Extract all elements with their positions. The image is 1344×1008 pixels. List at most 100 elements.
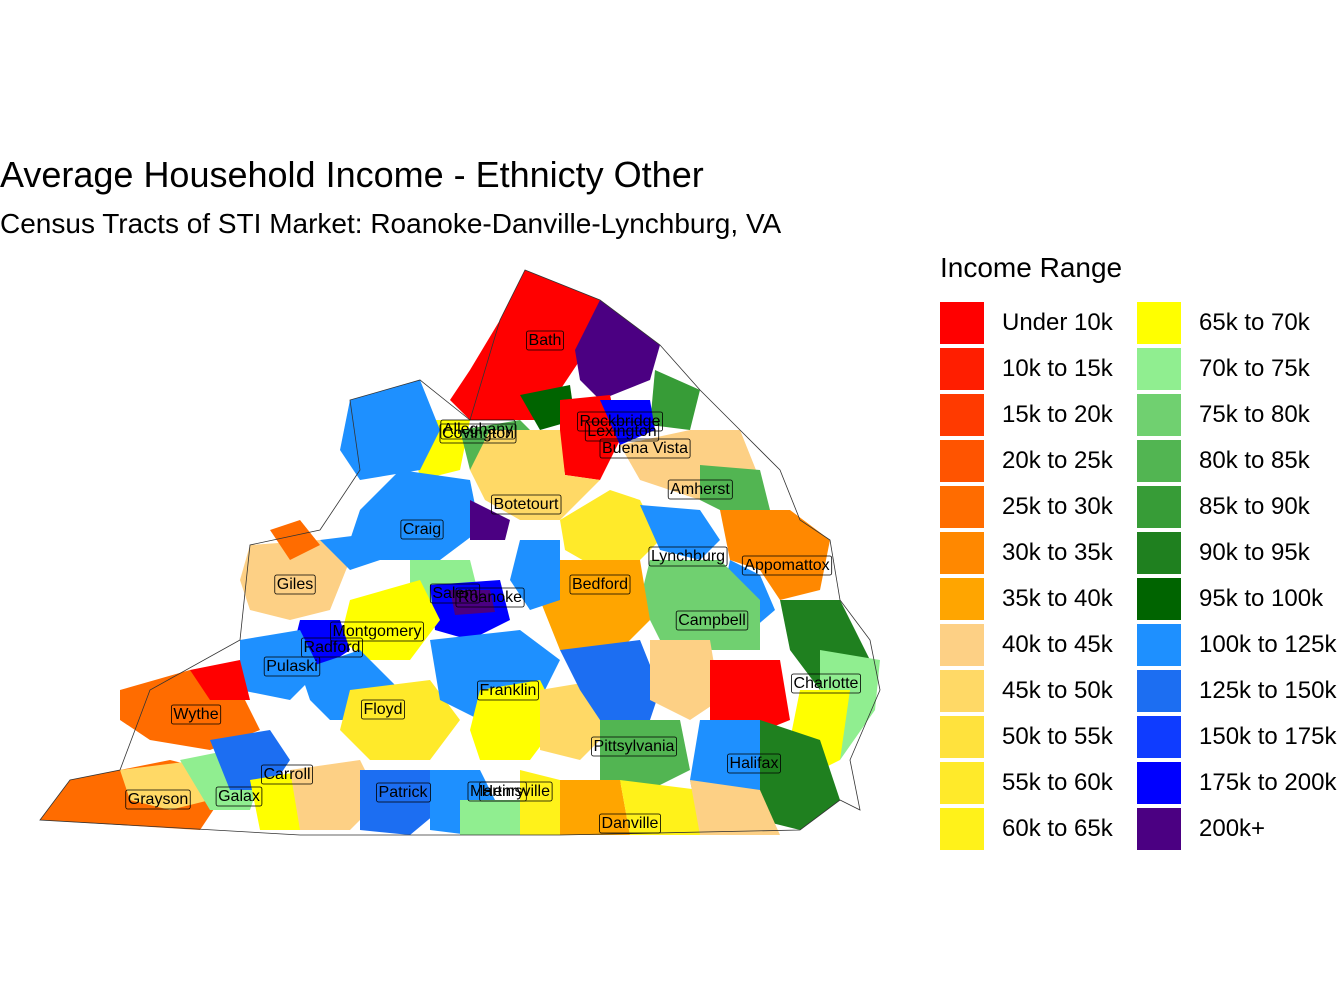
legend-label: 175k to 200k [1199, 769, 1337, 796]
county-label: Giles [274, 574, 316, 595]
county-label-text: Covington [442, 425, 514, 442]
county-label: Franklin [477, 680, 539, 701]
census-tract [640, 505, 720, 560]
county-label-text: Amherst [670, 481, 730, 498]
county-label-text: Campbell [678, 612, 746, 629]
legend-swatch [1137, 440, 1181, 482]
county-label: Rockbridge [577, 411, 663, 432]
county-label: Pulaski [263, 656, 321, 677]
legend-label: 80k to 85k [1199, 447, 1310, 474]
county-label-box [569, 574, 631, 595]
county-label-box [648, 546, 728, 567]
legend-label: 125k to 150k [1199, 677, 1337, 704]
county-label-box [584, 421, 660, 442]
county-label: Alleghany [440, 419, 516, 440]
county-label-box [274, 574, 316, 595]
legend-item: 150k to 175k [1137, 714, 1336, 760]
legend-item: 85k to 90k [1137, 484, 1336, 530]
legend-swatch [940, 532, 984, 574]
census-tract [270, 520, 320, 560]
county-label-box [467, 781, 553, 802]
county-label-text: Craig [403, 521, 441, 538]
legend-item: 60k to 65k [940, 806, 1113, 852]
legend-label: 55k to 60k [1002, 769, 1113, 796]
legend-label: 50k to 55k [1002, 723, 1113, 750]
census-tract [450, 270, 600, 420]
county-label: Grayson [125, 789, 191, 810]
legend-item: 45k to 50k [940, 668, 1113, 714]
census-tract [350, 470, 480, 560]
census-tract [600, 400, 655, 445]
legend-swatch [940, 578, 984, 620]
legend-swatch [1137, 808, 1181, 850]
legend-label: 60k to 65k [1002, 815, 1113, 842]
county-label-text: Wythe [173, 706, 218, 723]
county-label-text: Salem [432, 585, 477, 602]
county-label: Danville [599, 813, 661, 834]
county-label-text: Charlotte [794, 675, 859, 692]
county-label-text: Floyd [363, 701, 402, 718]
legend-item: 65k to 70k [1137, 300, 1336, 346]
legend-label: 85k to 90k [1199, 493, 1310, 520]
legend-label: 20k to 25k [1002, 447, 1113, 474]
legend-label: 150k to 175k [1199, 723, 1337, 750]
legend-swatch [940, 808, 984, 850]
census-tract [575, 300, 660, 400]
county-label-text: Halifax [730, 755, 779, 772]
county-label-box [791, 673, 861, 694]
legend-swatch [1137, 394, 1181, 436]
county-label-box [455, 587, 525, 608]
county-label: Roanoke [455, 587, 525, 608]
legend-swatch [940, 486, 984, 528]
legend-item: 80k to 85k [1137, 438, 1336, 484]
legend-item: 20k to 25k [940, 438, 1113, 484]
county-label-text: Rockbridge [580, 413, 661, 430]
county-label-box [675, 610, 749, 631]
county-label-text: Carroll [263, 766, 310, 783]
legend-label: 40k to 45k [1002, 631, 1113, 658]
county-label-text: Franklin [480, 682, 537, 699]
county-label-box [741, 555, 833, 576]
county-label: Halifax [727, 753, 781, 774]
county-label-text: Grayson [128, 791, 188, 808]
legend-swatch [1137, 762, 1181, 804]
legend-item: 100k to 125k [1137, 622, 1336, 668]
county-label-text: Montgomery [333, 623, 422, 640]
map-title: Average Household Income - Ethnicty Othe… [0, 154, 704, 195]
legend-item: 40k to 45k [940, 622, 1113, 668]
county-label-box [301, 637, 363, 658]
legend-label: 35k to 40k [1002, 585, 1113, 612]
census-tract [690, 780, 780, 835]
legend-swatch [940, 762, 984, 804]
county-label-text: Martinsville [470, 783, 550, 800]
legend-item: 95k to 100k [1137, 576, 1336, 622]
legend-item: 50k to 55k [940, 714, 1113, 760]
county-label: Martinsville [467, 781, 553, 802]
county-label: Pittsylvania [591, 736, 677, 757]
census-tract [720, 510, 830, 600]
county-label-text: Giles [277, 576, 313, 593]
legend-label: 10k to 15k [1002, 355, 1113, 382]
county-label-box [491, 494, 562, 515]
legend-label: 15k to 20k [1002, 401, 1113, 428]
county-label-box [577, 411, 663, 432]
census-tract-fills [40, 270, 880, 835]
census-tract [240, 630, 320, 700]
census-tract [520, 770, 560, 835]
county-label-text: Bedford [572, 576, 628, 593]
county-label: Carroll [261, 764, 313, 785]
county-label: Campbell [675, 610, 749, 631]
legend-column-2: 65k to 70k 70k to 75k 75k to 80k 80k to 85k… [1137, 300, 1336, 852]
market-outline [39, 269, 881, 836]
county-label-box [439, 423, 517, 444]
county-label-text: Appomattox [744, 557, 829, 574]
county-label: Salem [429, 583, 481, 604]
legend-swatch [1137, 302, 1181, 344]
county-label: Floyd [361, 699, 405, 720]
census-tract [340, 580, 440, 660]
census-tract [620, 780, 700, 835]
county-label-box [376, 782, 431, 803]
county-label-box [330, 621, 424, 642]
county-label: Wythe [170, 704, 222, 725]
legend-swatch [940, 302, 984, 344]
